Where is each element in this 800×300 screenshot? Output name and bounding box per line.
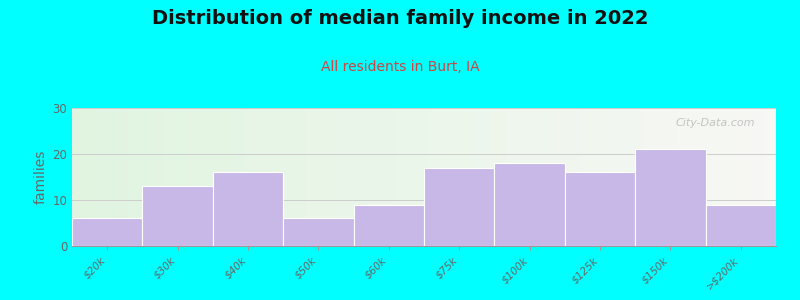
Bar [283,218,354,246]
Text: All residents in Burt, IA: All residents in Burt, IA [321,60,479,74]
Bar [706,205,776,246]
Bar [72,218,142,246]
Text: City-Data.com: City-Data.com [675,118,755,128]
Bar [494,163,565,246]
Bar [635,149,706,246]
Y-axis label: families: families [34,150,48,204]
Bar [213,172,283,246]
Bar [354,205,424,246]
Text: Distribution of median family income in 2022: Distribution of median family income in … [152,9,648,28]
Bar [142,186,213,246]
Bar [424,168,494,246]
Bar [565,172,635,246]
